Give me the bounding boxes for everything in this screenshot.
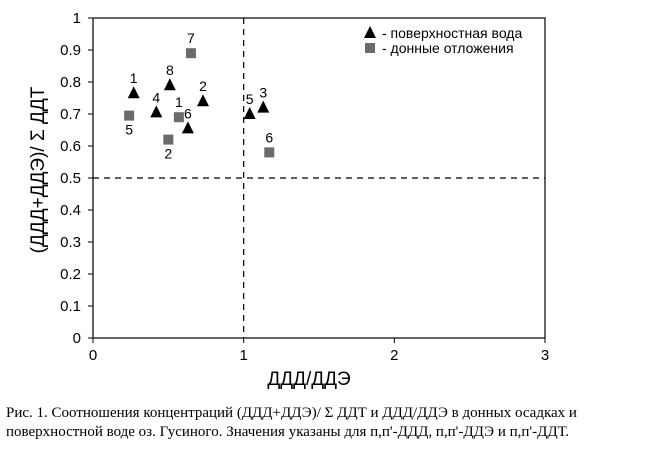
legend-triangle-marker: [364, 26, 376, 38]
y-tick-label: 0.9: [60, 42, 81, 59]
reference-lines: [93, 18, 545, 338]
y-tick-label: 0.3: [60, 234, 81, 251]
y-tick-label: 0.1: [60, 298, 81, 315]
caption-line-2: поверхностной воде оз. Гусиного. Значени…: [6, 424, 569, 440]
y-tick-label: 1: [73, 10, 81, 27]
square-point: [163, 134, 174, 145]
x-axis-ticks: 0 1 2 3: [89, 338, 549, 364]
point-label: 3: [259, 85, 267, 101]
x-axis-title: ДДД/ДДЭ: [267, 369, 350, 390]
triangle-point: [257, 100, 270, 113]
point-label: 7: [187, 30, 195, 46]
point-label: 1: [175, 94, 183, 110]
x-tick-label: 1: [239, 347, 247, 364]
y-tick-label: 0.2: [60, 266, 81, 283]
triangle-point: [243, 107, 256, 119]
y-tick-label: 0.4: [60, 202, 81, 219]
y-axis-title: (ДДД+ДДЭ)/ Σ ДДТ: [28, 86, 49, 253]
point-label: 6: [265, 129, 273, 145]
x-tick-label: 3: [541, 347, 549, 364]
point-label: 5: [246, 91, 254, 107]
point-label: 2: [164, 146, 172, 162]
x-tick-label: 0: [89, 347, 97, 364]
legend-label-sediments: - донные отложения: [382, 40, 514, 56]
triangle-point: [196, 94, 209, 107]
square-point: [124, 110, 135, 121]
square-point: [264, 147, 275, 158]
y-tick-label: 0.6: [60, 138, 81, 155]
triangle-point: [181, 121, 194, 134]
point-label: 4: [152, 89, 160, 105]
point-label: 6: [184, 105, 192, 121]
legend-square-marker: [365, 43, 375, 53]
legend-label-surface-water: - поверхностная вода: [382, 25, 522, 41]
square-point: [173, 112, 184, 123]
caption-line-1: Рис. 1. Соотношения концентраций (ДДД+ДД…: [6, 405, 577, 421]
point-label: 1: [130, 70, 138, 86]
legend: - поверхностная вода - донные отложения: [364, 25, 522, 56]
y-axis-ticks: 0 0.1 0.2 0.3 0.4 0.5 0.6 0.7 0.8 0.9 1: [60, 10, 93, 347]
triangle-point: [163, 78, 176, 91]
y-tick-label: 0.7: [60, 106, 81, 123]
point-label: 8: [166, 62, 174, 78]
x-tick-label: 2: [390, 347, 398, 364]
point-label: 2: [199, 78, 207, 94]
point-label: 5: [125, 122, 133, 138]
y-tick-label: 0.8: [60, 74, 81, 91]
y-tick-label: 0.5: [60, 170, 81, 187]
figure-caption: Рис. 1. Соотношения концентраций (ДДД+ДД…: [6, 404, 646, 442]
triangle-point: [127, 86, 140, 99]
triangle-point: [150, 105, 163, 118]
square-point: [185, 48, 196, 59]
y-tick-label: 0: [73, 330, 81, 347]
